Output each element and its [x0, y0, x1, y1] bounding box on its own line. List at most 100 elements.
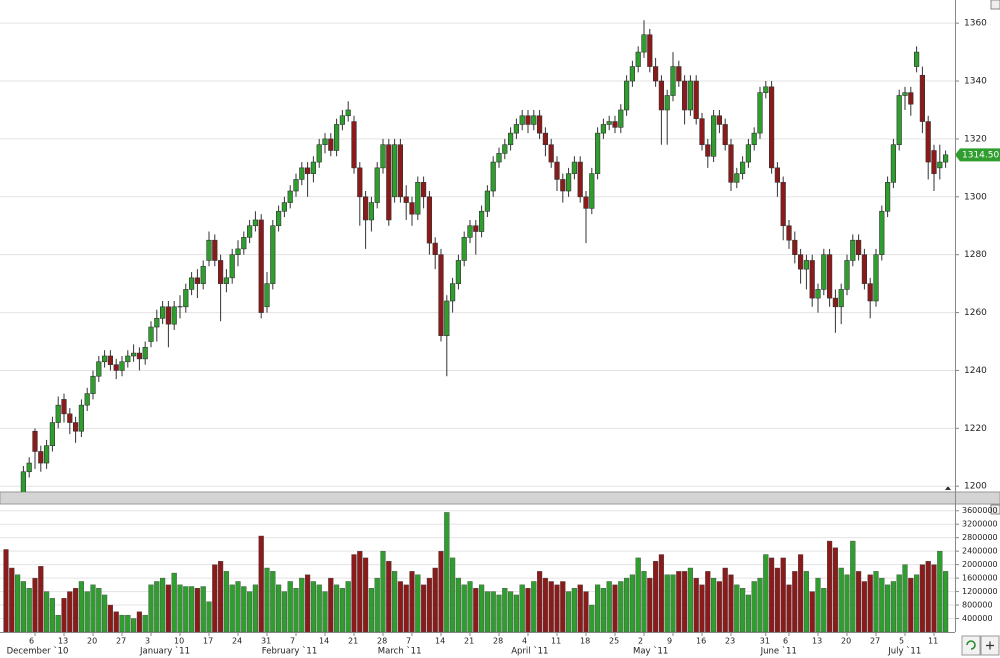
volume-bar — [479, 584, 485, 632]
volume-bar — [293, 588, 299, 632]
candle-body — [409, 202, 415, 215]
volume-bar — [612, 584, 618, 632]
y-tick-label: 1340 — [964, 77, 987, 87]
candle-body — [942, 154, 949, 163]
candle-body — [757, 92, 763, 134]
month-label: February `11 — [262, 646, 317, 657]
volume-bar — [310, 581, 317, 632]
candle-body — [641, 34, 647, 53]
candle-body — [461, 237, 467, 261]
refresh-icon[interactable] — [966, 640, 976, 650]
candle-body — [131, 352, 137, 357]
candle-body — [879, 210, 885, 255]
candle-body — [478, 210, 485, 232]
candle-body — [357, 167, 363, 198]
candle-body — [664, 95, 670, 111]
candle-body — [873, 254, 879, 302]
volume-bar — [403, 584, 409, 632]
volume-bar — [67, 591, 73, 632]
volume-bar — [32, 577, 38, 632]
x-tick-label: 31 — [760, 637, 770, 646]
candle-body — [815, 289, 821, 299]
candle-body — [594, 132, 601, 174]
collapse-arrow[interactable] — [945, 486, 951, 490]
candle-body — [142, 346, 148, 360]
candle-body — [902, 92, 908, 96]
volume-bar — [26, 588, 32, 632]
volume-bar — [566, 591, 572, 632]
candle-body — [919, 74, 925, 122]
candle-body — [148, 326, 154, 342]
candle-body — [438, 254, 444, 337]
volume-bar — [856, 571, 862, 632]
y-tick-label: 1200 — [964, 482, 987, 492]
volume-bar — [125, 614, 131, 632]
x-tick-label: 21 — [348, 637, 358, 646]
volume-bar — [96, 588, 102, 632]
volume-bar — [682, 571, 688, 632]
candle-body — [299, 167, 305, 180]
volume-bar — [328, 577, 334, 632]
candle-body — [310, 161, 317, 174]
volume-bar — [525, 588, 531, 632]
pane-button[interactable] — [990, 0, 1000, 10]
volume-bar — [119, 614, 125, 632]
candle-body — [728, 144, 734, 183]
x-tick-label: 14 — [319, 637, 329, 646]
candle-body — [716, 115, 722, 125]
volume-bar — [537, 571, 543, 632]
volume-bar — [519, 584, 525, 632]
candle-body — [774, 167, 780, 183]
x-tick-label: 9 — [667, 637, 672, 646]
volume-bar — [873, 571, 879, 632]
volume-bar — [560, 581, 566, 632]
volume-bar — [624, 577, 630, 632]
candle-body — [374, 167, 380, 203]
volume-bar — [687, 567, 694, 632]
volume-bar — [786, 584, 792, 632]
zoom-icon[interactable] — [986, 641, 994, 650]
candle-body — [160, 306, 166, 319]
volume-bar — [716, 581, 723, 632]
candle-body — [676, 66, 682, 82]
volume-bar — [264, 567, 270, 632]
pane-separator[interactable] — [0, 491, 1000, 505]
candle-body — [165, 306, 172, 325]
x-tick-label: 17 — [203, 637, 213, 646]
volume-bar — [252, 584, 259, 632]
candle-body — [884, 182, 891, 212]
candle-body — [623, 80, 630, 111]
x-tick-label: 3 — [145, 637, 150, 646]
candle-body — [316, 144, 322, 163]
candle-body — [183, 289, 189, 308]
candle-body — [119, 361, 125, 371]
candle-body — [554, 161, 560, 180]
candle-body — [380, 144, 386, 169]
candle-body — [670, 66, 676, 96]
volume-bar — [241, 586, 247, 632]
volume-bar — [664, 574, 670, 632]
volume-bar — [821, 588, 827, 632]
candle-body — [908, 92, 914, 105]
volume-bar — [589, 604, 595, 632]
volume-bar — [90, 584, 96, 632]
candle-body — [304, 167, 311, 174]
month-label: April `11 — [511, 646, 548, 657]
candle-body — [32, 430, 38, 452]
volume-bar — [693, 577, 699, 632]
candle-body — [809, 260, 815, 299]
candle-body — [73, 422, 79, 432]
pane-button[interactable] — [990, 504, 1000, 515]
candle-body — [252, 219, 259, 227]
refresh-button[interactable] — [961, 635, 981, 656]
volume-bar — [142, 614, 148, 632]
volume-bar — [183, 586, 189, 632]
x-tick-label: 13 — [812, 637, 822, 646]
volume-bar — [200, 586, 206, 632]
candle-body — [513, 124, 519, 134]
volume-bar — [722, 567, 728, 632]
candle-body — [84, 393, 90, 406]
volume-bar — [276, 584, 282, 632]
candle-body — [647, 34, 653, 67]
x-tick-label: 18 — [580, 637, 590, 646]
